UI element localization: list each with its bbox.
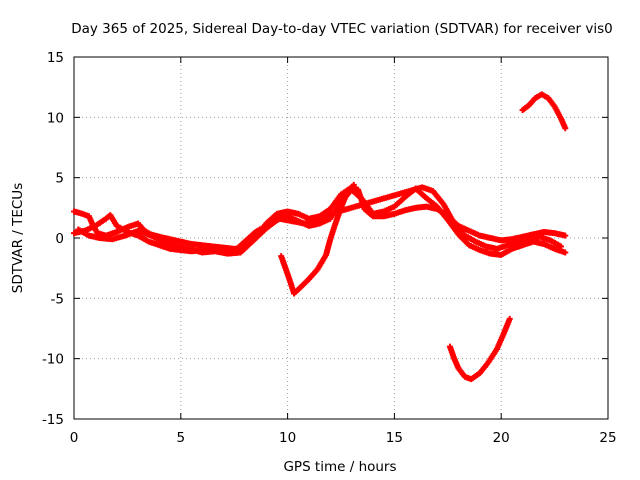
y-axis-label: SDTVAR / TECUs [10, 183, 26, 293]
axis-ticks: 0 5 10 15 20 25 -15 -10 -5 0 5 10 15 [42, 50, 617, 446]
x-tick-label: 20 [493, 430, 510, 446]
data-point [562, 249, 569, 256]
data-point [558, 243, 565, 250]
data-points [71, 91, 569, 383]
data-point [562, 125, 569, 132]
x-tick-label: 25 [599, 430, 616, 446]
y-tick-label: -10 [42, 352, 64, 368]
data-point [506, 315, 513, 322]
series-arc-c [75, 184, 565, 257]
x-tick-label: 10 [279, 430, 296, 446]
y-tick-label: 15 [47, 50, 64, 66]
x-axis-label: GPS time / hours [283, 459, 396, 475]
y-tick-label: -5 [51, 291, 64, 307]
series-arc-e [446, 315, 513, 383]
data-point [562, 232, 569, 239]
series-arc-f [519, 91, 569, 132]
chart-title: Day 365 of 2025, Sidereal Day-to-day VTE… [71, 21, 613, 37]
y-tick-label: 0 [55, 231, 64, 247]
y-tick-label: 10 [47, 110, 64, 126]
y-tick-label: 5 [55, 171, 64, 187]
x-tick-label: 15 [386, 430, 403, 446]
x-tick-label: 0 [70, 430, 79, 446]
series-arc-d [278, 181, 357, 297]
x-tick-label: 5 [177, 430, 186, 446]
data-point [350, 181, 357, 188]
y-tick-label: -15 [42, 412, 64, 428]
